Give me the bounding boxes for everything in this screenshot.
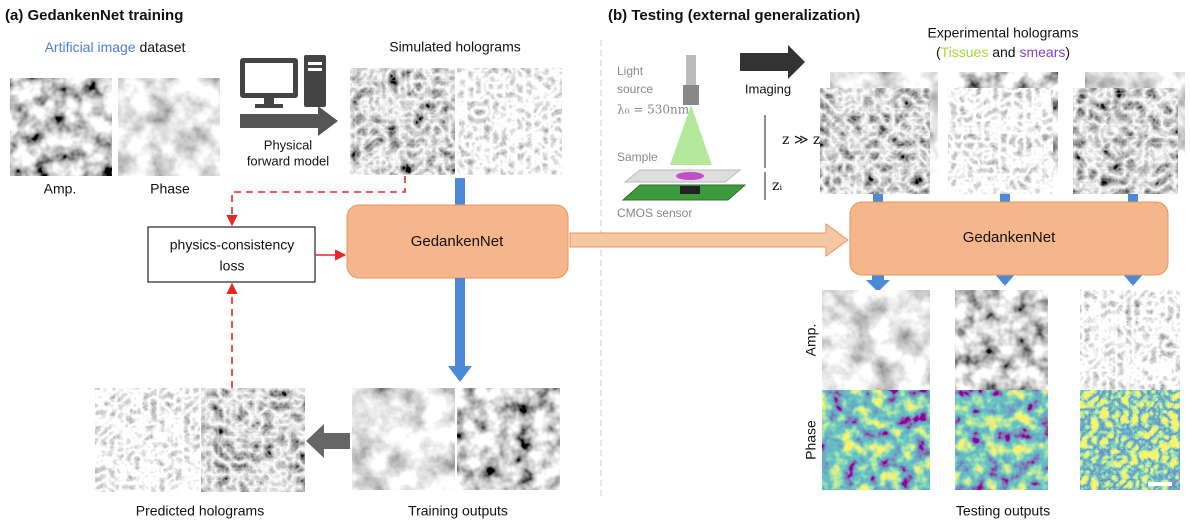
light-source-label: source — [617, 82, 653, 96]
hologram-front — [948, 88, 1053, 194]
simulated-label: Simulated holograms — [389, 39, 521, 55]
hologram-image — [350, 68, 455, 175]
computer-icon — [240, 55, 326, 108]
panel-title: (a) GedankenNet training — [5, 7, 183, 24]
scale-bar — [1148, 482, 1172, 486]
predicted-image — [95, 388, 200, 492]
amp-output — [822, 290, 930, 390]
and-label: and — [992, 44, 1015, 60]
amp-image — [10, 78, 112, 176]
imaging-label: Imaging — [745, 81, 791, 96]
sensor-die — [680, 186, 700, 194]
panel-title: (b) Testing (external generalization) — [608, 7, 860, 24]
forward-arrow — [240, 106, 338, 136]
sample-spot — [676, 172, 704, 180]
loss-label: physics-consistency — [170, 237, 295, 253]
amp-output — [955, 290, 1048, 390]
phase-label: Phase — [150, 181, 190, 197]
generalization-arrow — [570, 224, 848, 256]
phase-image — [118, 78, 220, 176]
distance-label: z ≫ zᵢ — [782, 132, 823, 148]
forward-model-label: forward model — [247, 153, 329, 168]
dataset-label: Artificial image dataset — [45, 39, 186, 55]
outputs-label: Training outputs — [408, 503, 508, 519]
imaging-arrow — [740, 45, 805, 79]
output-image — [457, 388, 560, 490]
phase-row-label: Phase — [803, 420, 819, 460]
forward-model-label: Physical — [264, 137, 313, 152]
amp-row-label: Amp. — [803, 324, 819, 357]
flow-arrow — [455, 178, 465, 206]
sensor-label: CMOS sensor — [617, 206, 692, 220]
smears-label: smears — [1019, 44, 1065, 60]
predicted-image — [201, 388, 305, 492]
phase-output — [1080, 390, 1180, 490]
amp-output — [1080, 290, 1180, 390]
phase-output — [822, 390, 930, 490]
outputs-label: Testing outputs — [956, 503, 1050, 519]
hologram-front — [820, 88, 930, 194]
tissues-label: Tissues — [941, 44, 989, 60]
figure: (a) GedankenNet training Artificial imag… — [0, 0, 1190, 522]
hologram-front — [1073, 88, 1178, 194]
dataset-rest: dataset — [139, 39, 185, 55]
paren: ) — [1065, 44, 1070, 60]
holograms-sub: (Tissues and smears) — [936, 44, 1070, 60]
holograms-label: Experimental holograms — [928, 25, 1079, 41]
loss-box — [148, 227, 315, 282]
loss-label: loss — [220, 258, 245, 274]
hologram-image — [457, 68, 562, 175]
predicted-label: Predicted holograms — [136, 503, 264, 519]
back-arrow — [306, 424, 350, 458]
dataset-highlight: Artificial image — [45, 39, 136, 55]
distance-small-label: zᵢ — [772, 178, 782, 194]
output-image — [352, 388, 455, 490]
light-source-label: Light — [617, 64, 644, 78]
phase-output — [955, 390, 1048, 490]
network-label: GedankenNet — [963, 229, 1056, 246]
network-label: GedankenNet — [411, 233, 504, 250]
amp-label: Amp. — [44, 181, 77, 197]
sample-label: Sample — [617, 150, 658, 164]
wavelength-label: λ₀ = 530nm — [617, 103, 690, 117]
flow-arrow — [448, 278, 472, 382]
